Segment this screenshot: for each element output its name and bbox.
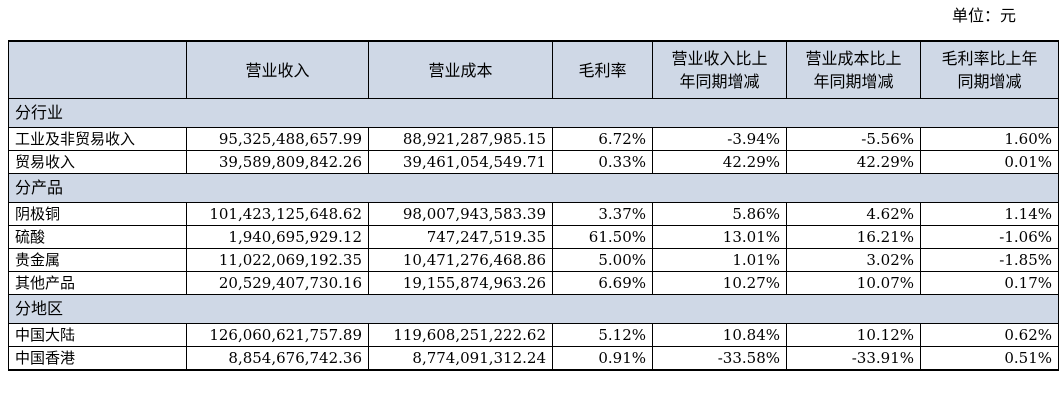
row-label: 其他产品 xyxy=(8,271,187,295)
cell-cost: 747,247,519.35 xyxy=(368,225,553,249)
header-margin-change: 毛利率比上年 同期增减 xyxy=(920,40,1059,99)
header-cost-change: 营业成本比上 年同期增减 xyxy=(786,40,921,99)
header-revenue-change: 营业收入比上 年同期增减 xyxy=(652,40,787,99)
section-row: 分行业 xyxy=(8,98,1059,128)
section-title: 分产品 xyxy=(8,173,1059,203)
table-header-row: 营业收入 营业成本 毛利率 营业收入比上 年同期增减 营业成本比上 年同期增减 毛利… xyxy=(8,40,1059,99)
table-row: 中国香港 8,854,676,742.36 8,774,091,312.24 0.91… xyxy=(8,346,1059,371)
cell-margin: 5.12% xyxy=(552,323,653,347)
cell-margin: 5.00% xyxy=(552,248,653,272)
cell-revenue: 95,325,488,657.99 xyxy=(186,127,369,151)
row-label: 阴极铜 xyxy=(8,202,187,226)
cell-cost-change: 10.07% xyxy=(786,271,921,295)
cell-revenue: 39,589,809,842.26 xyxy=(186,150,369,174)
header-cost: 营业成本 xyxy=(368,40,553,99)
table-row: 贵金属 11,022,069,192.35 10,471,276,468.86 5.0… xyxy=(8,248,1059,272)
section-title: 分行业 xyxy=(8,98,1059,128)
cell-cost-change: 3.02% xyxy=(786,248,921,272)
cell-rev-change: 1.01% xyxy=(652,248,787,272)
cell-rev-change: 13.01% xyxy=(652,225,787,249)
cell-margin-change: 1.60% xyxy=(920,127,1059,151)
cell-margin-change: -1.85% xyxy=(920,248,1059,272)
header-blank xyxy=(8,40,187,99)
cell-revenue: 101,423,125,648.62 xyxy=(186,202,369,226)
cell-rev-change: 5.86% xyxy=(652,202,787,226)
table-row: 阴极铜 101,423,125,648.62 98,007,943,583.39 3.… xyxy=(8,202,1059,226)
header-revenue: 营业收入 xyxy=(186,40,369,99)
unit-label: 单位：元 xyxy=(951,6,1016,25)
cell-margin: 6.69% xyxy=(552,271,653,295)
row-label: 硫酸 xyxy=(8,225,187,249)
cell-cost: 19,155,874,963.26 xyxy=(368,271,553,295)
table-row: 中国大陆 126,060,621,757.89 119,608,251,222.62… xyxy=(8,323,1059,347)
cell-rev-change: -3.94% xyxy=(652,127,787,151)
cell-margin: 3.37% xyxy=(552,202,653,226)
header-margin: 毛利率 xyxy=(552,40,653,99)
row-label: 贸易收入 xyxy=(8,150,187,174)
cell-cost: 8,774,091,312.24 xyxy=(368,346,553,371)
cell-cost: 119,608,251,222.62 xyxy=(368,323,553,347)
cell-cost: 39,461,054,549.71 xyxy=(368,150,553,174)
table-row: 其他产品 20,529,407,730.16 19,155,874,963.26 6.… xyxy=(8,271,1059,295)
table-row: 硫酸 1,940,695,929.12 747,247,519.35 61.50% 13… xyxy=(8,225,1059,249)
cell-revenue: 126,060,621,757.89 xyxy=(186,323,369,347)
table-row: 贸易收入 39,589,809,842.26 39,461,054,549.71 0.… xyxy=(8,150,1059,174)
section-row: 分产品 xyxy=(8,173,1059,203)
cell-margin-change: 0.62% xyxy=(920,323,1059,347)
cell-cost-change: 10.12% xyxy=(786,323,921,347)
financial-table: 营业收入 营业成本 毛利率 营业收入比上 年同期增减 营业成本比上 年同期增减 毛利… xyxy=(8,40,1059,371)
cell-cost-change: -5.56% xyxy=(786,127,921,151)
cell-margin: 0.91% xyxy=(552,346,653,371)
row-label: 中国香港 xyxy=(8,346,187,371)
cell-margin-change: -1.06% xyxy=(920,225,1059,249)
cell-margin: 61.50% xyxy=(552,225,653,249)
cell-cost: 88,921,287,985.15 xyxy=(368,127,553,151)
cell-cost: 98,007,943,583.39 xyxy=(368,202,553,226)
cell-margin-change: 0.17% xyxy=(920,271,1059,295)
cell-cost-change: -33.91% xyxy=(786,346,921,371)
table-row: 工业及非贸易收入 95,325,488,657.99 88,921,287,985.… xyxy=(8,127,1059,151)
cell-cost: 10,471,276,468.86 xyxy=(368,248,553,272)
cell-margin: 0.33% xyxy=(552,150,653,174)
cell-margin-change: 0.01% xyxy=(920,150,1059,174)
cell-revenue: 1,940,695,929.12 xyxy=(186,225,369,249)
cell-revenue: 8,854,676,742.36 xyxy=(186,346,369,371)
section-title: 分地区 xyxy=(8,294,1059,324)
cell-cost-change: 42.29% xyxy=(786,150,921,174)
row-label: 工业及非贸易收入 xyxy=(8,127,187,151)
cell-rev-change: 10.84% xyxy=(652,323,787,347)
cell-rev-change: 42.29% xyxy=(652,150,787,174)
row-label: 贵金属 xyxy=(8,248,187,272)
section-row: 分地区 xyxy=(8,294,1059,324)
cell-revenue: 20,529,407,730.16 xyxy=(186,271,369,295)
row-label: 中国大陆 xyxy=(8,323,187,347)
cell-margin-change: 1.14% xyxy=(920,202,1059,226)
cell-rev-change: -33.58% xyxy=(652,346,787,371)
cell-cost-change: 4.62% xyxy=(786,202,921,226)
cell-margin-change: 0.51% xyxy=(920,346,1059,371)
cell-rev-change: 10.27% xyxy=(652,271,787,295)
cell-revenue: 11,022,069,192.35 xyxy=(186,248,369,272)
cell-margin: 6.72% xyxy=(552,127,653,151)
cell-cost-change: 16.21% xyxy=(786,225,921,249)
